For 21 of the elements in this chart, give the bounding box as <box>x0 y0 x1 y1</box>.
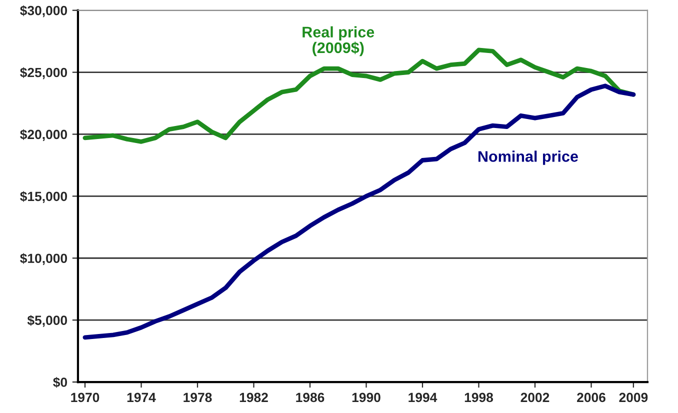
series-label: Real price (2009$) <box>302 26 374 56</box>
x-tick-label: 1990 <box>352 392 380 402</box>
x-tick-label: 1982 <box>240 392 268 402</box>
y-tick-label: $15,000 <box>20 191 68 203</box>
y-tick-label: $0 <box>53 377 68 388</box>
series-label: Nominal price <box>478 150 578 165</box>
y-tick-label: $10,000 <box>20 253 68 265</box>
x-tick-label: 2009 <box>619 392 648 402</box>
x-tick-label: 2002 <box>520 392 550 402</box>
x-tick-label: 1978 <box>184 392 212 402</box>
x-tick-label: 1974 <box>127 392 156 402</box>
x-tick-label: 1994 <box>408 392 438 402</box>
x-tick-label: 1986 <box>296 392 324 402</box>
y-tick-label: $20,000 <box>20 129 68 142</box>
line-series <box>82 84 636 340</box>
y-tick-label: $25,000 <box>20 67 68 80</box>
x-tick-label: 2006 <box>577 392 606 402</box>
y-tick-label: $30,000 <box>20 5 68 18</box>
x-tick-label: 1970 <box>71 392 100 402</box>
y-tick-label: $5,000 <box>27 315 68 327</box>
x-tick-label: 1998 <box>464 392 494 402</box>
